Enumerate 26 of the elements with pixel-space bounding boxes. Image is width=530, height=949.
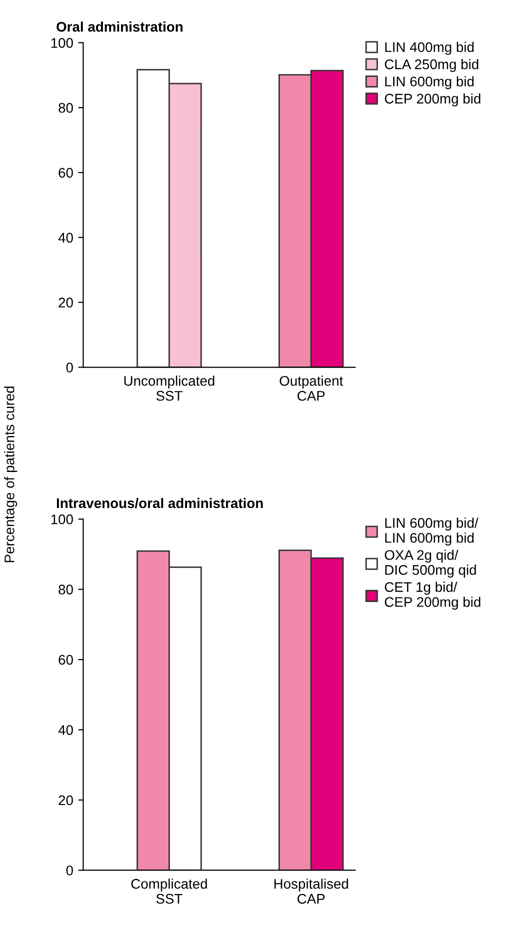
x-tick-label: Hospitalised CAP	[274, 878, 348, 904]
legend-label: CEP 200mg bid	[384, 93, 480, 106]
y-tick-label: 80	[58, 584, 73, 594]
x-tick-label: Outpatient CAP	[280, 376, 344, 401]
y-tick-label: 0	[66, 866, 73, 876]
y-axis-title: Percentage of patients cured	[4, 386, 18, 562]
legend-label: LIN 600mg bid	[385, 76, 474, 90]
y-tick-label: 80	[58, 102, 73, 113]
y-tick-label: 20	[58, 795, 73, 806]
y-tick-label: 0	[66, 362, 73, 372]
legend-label: CLA 250mg bid	[384, 59, 478, 72]
y-tick-label: 20	[58, 298, 73, 308]
y-tick-label: 60	[58, 168, 73, 178]
legend-label: OXA 2g qid/ DIC 500mg qid	[384, 550, 476, 578]
chart-title: Oral administration	[56, 22, 182, 32]
y-tick-label: 60	[58, 654, 73, 665]
y-tick-label: 40	[58, 232, 73, 243]
x-tick-label: Complicated SST	[131, 878, 207, 904]
legend-label: LIN 400mg bid	[385, 42, 474, 55]
x-tick-label: Uncomplicated SST	[124, 376, 214, 401]
y-tick-label: 100	[51, 514, 73, 524]
y-tick-label: 40	[58, 725, 73, 735]
legend-label: LIN 600mg bid/ LIN 600mg bid	[385, 518, 478, 546]
y-tick-label: 100	[51, 38, 73, 48]
chart-title: Intravenous/oral administration	[56, 498, 263, 508]
legend-label: CET 1g bid/ CEP 200mg bid	[384, 582, 480, 610]
